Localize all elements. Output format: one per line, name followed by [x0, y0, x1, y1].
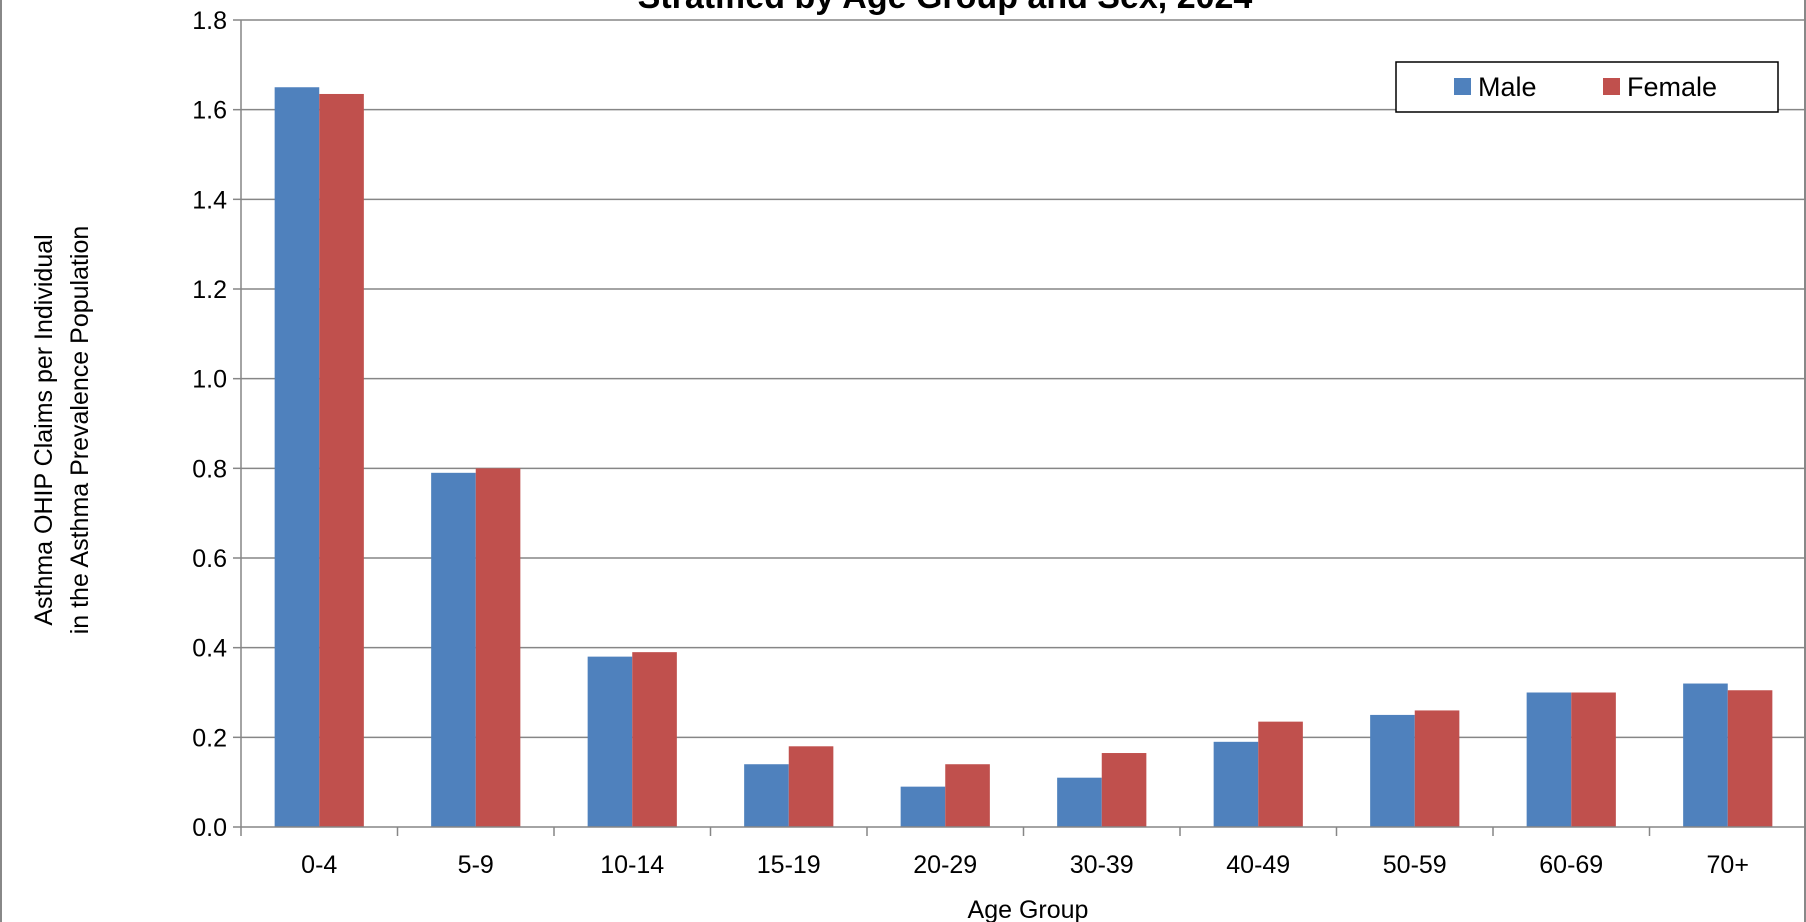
y-tick-label: 1.8 — [192, 7, 227, 35]
y-tick-label: 0.8 — [192, 455, 227, 483]
bar-female-50-59 — [1414, 710, 1460, 827]
y-tick-label: 0.4 — [192, 635, 227, 663]
y-tick-label: 1.6 — [192, 97, 227, 125]
y-tick-label: 1.0 — [192, 366, 227, 394]
legend-swatch-male — [1454, 78, 1471, 95]
bar-female-20-29 — [945, 764, 990, 827]
x-tick-label: 50-59 — [1383, 851, 1447, 879]
legend-swatch-female — [1603, 78, 1620, 95]
bar-male-60-69 — [1526, 692, 1572, 827]
y-axis-ticks: 0.0 0.2 0.4 0.6 0.8 1.0 1.2 1.4 1.6 1.8 — [192, 7, 241, 842]
x-tick-label: 0-4 — [301, 851, 337, 879]
bar-female-40-49 — [1258, 721, 1303, 827]
bar-male-10-14 — [587, 656, 633, 827]
legend: Male Female — [1395, 61, 1779, 113]
x-tick-label: 5-9 — [458, 851, 494, 879]
y-tick-label: 0.0 — [192, 814, 227, 842]
x-tick-label: 20-29 — [913, 851, 977, 879]
x-axis-ticks: 0-4 5-9 10-14 15-19 20-29 30-39 40-49 50-59 60-6… — [240, 827, 1806, 879]
x-tick-label: 10-14 — [600, 851, 664, 879]
bar-male-30-39 — [1057, 777, 1102, 827]
x-tick-label: 30-39 — [1070, 851, 1134, 879]
bars — [274, 87, 1773, 828]
bar-female-15-19 — [788, 746, 834, 827]
bar-female-60-69 — [1571, 692, 1616, 827]
legend-box — [1395, 61, 1779, 113]
legend-label-female: Female — [1627, 72, 1717, 102]
y-tick-label: 1.2 — [192, 276, 227, 304]
x-tick-label: 15-19 — [757, 851, 821, 879]
bar-female-5-9 — [475, 468, 521, 827]
bar-female-70+ — [1727, 690, 1773, 827]
bar-male-15-19 — [744, 764, 789, 827]
chart-title: Stratified by Age Group and Sex, 2024 — [638, 0, 1253, 16]
y-tick-label: 0.6 — [192, 545, 227, 573]
bar-male-0-4 — [274, 87, 320, 827]
bar-female-30-39 — [1101, 753, 1147, 827]
y-tick-label: 1.4 — [192, 186, 227, 214]
bar-male-20-29 — [900, 786, 946, 827]
x-tick-label: 40-49 — [1226, 851, 1290, 879]
y-axis-label-line-2: in the Asthma Prevalence Population — [66, 226, 94, 635]
x-tick-label: 60-69 — [1539, 851, 1603, 879]
bar-male-5-9 — [431, 472, 476, 827]
bar-male-70+ — [1683, 683, 1728, 827]
bar-female-0-4 — [319, 93, 364, 828]
y-axis-label-line-1: Asthma OHIP Claims per Individual — [30, 234, 58, 625]
bar-male-40-49 — [1213, 741, 1259, 827]
y-tick-label: 0.2 — [192, 724, 227, 752]
x-tick-label: 70+ — [1707, 851, 1749, 879]
bar-female-10-14 — [632, 652, 677, 827]
legend-label-male: Male — [1478, 72, 1537, 102]
bar-male-50-59 — [1370, 714, 1415, 827]
x-axis-label: Age Group — [968, 896, 1089, 922]
